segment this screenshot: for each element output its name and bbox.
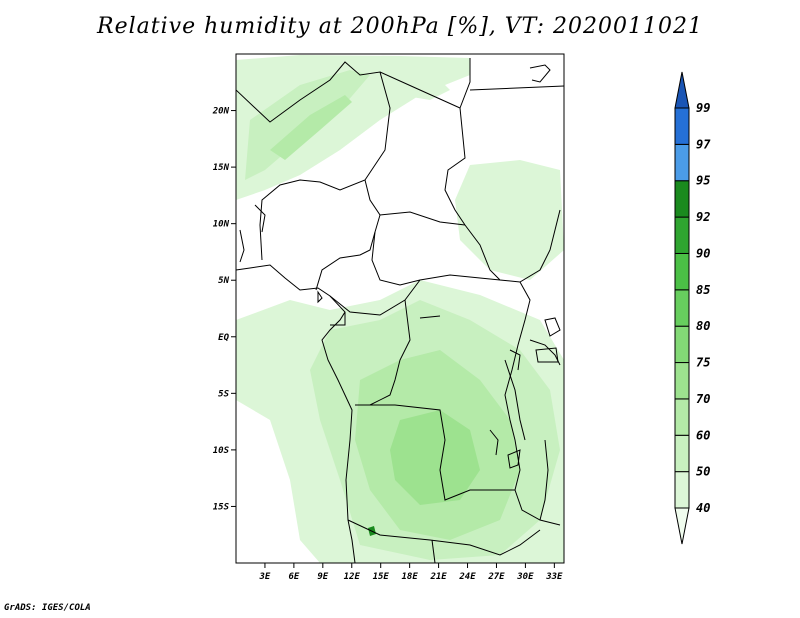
lat-tick-label: EQ	[218, 333, 229, 343]
lat-tick-label: 5N	[218, 276, 229, 286]
colorbar-box	[674, 180, 690, 218]
colorbar-box	[674, 398, 690, 436]
colorbar-box	[674, 216, 690, 254]
lon-tick-label: 9E	[317, 572, 328, 582]
humidity-field	[236, 55, 564, 563]
lon-tick-label: 12E	[344, 572, 361, 582]
lon-tick-label: 21E	[429, 572, 447, 582]
colorbar-box	[674, 143, 690, 182]
lon-tick-label: 24E	[458, 572, 476, 582]
colorbar-label: 95	[696, 174, 710, 188]
colorbar-label: 99	[696, 101, 710, 115]
colorbar-label: 90	[696, 246, 710, 260]
lon-tick-label: 3E	[259, 572, 271, 582]
colorbar: 40 50 60 70 75 80 85 90 92 95 97 99	[674, 71, 711, 545]
longitude-axis: 3E 6E 9E 12E 15E 18E 21E 24E 27E 30E 33E	[259, 563, 563, 582]
lon-tick-label: 33E	[545, 572, 563, 582]
lat-tick-label: 15S	[213, 502, 230, 512]
country-borders	[236, 58, 564, 563]
lat-tick-label: 5S	[218, 389, 229, 399]
colorbar-box	[674, 471, 690, 509]
lon-tick-label: 30E	[516, 572, 534, 582]
colorbar-box	[674, 325, 690, 364]
colorbar-upper-extension	[674, 71, 690, 109]
lat-tick-label: 10S	[213, 446, 230, 456]
map-frame	[235, 53, 565, 564]
map-title: Relative humidity at 200hPa [%], VT: 202…	[97, 14, 703, 39]
colorbar-label: 50	[696, 465, 710, 479]
lon-tick-label: 6E	[288, 572, 299, 582]
colorbar-box	[674, 289, 690, 327]
lat-tick-label: 15N	[213, 163, 230, 173]
latitude-axis: 20N 15N 10N 5N EQ 5S 10S 15S	[212, 107, 236, 512]
colorbar-label: 60	[696, 428, 710, 442]
lon-tick-label: 18E	[402, 572, 419, 582]
colorbar-box	[674, 107, 690, 145]
colorbar-box	[674, 362, 690, 400]
colorbar-label: 85	[696, 283, 710, 297]
colorbar-label: 75	[696, 356, 710, 370]
lon-tick-label: 15E	[373, 572, 390, 582]
colorbar-box	[674, 252, 690, 291]
colorbar-lower-extension	[674, 507, 690, 545]
colorbar-label: 80	[696, 319, 710, 333]
lat-tick-label: 20N	[212, 107, 230, 117]
colorbar-label: 92	[696, 210, 710, 224]
lon-tick-label: 27E	[487, 572, 505, 582]
colorbar-label: 97	[696, 137, 711, 151]
colorbar-label: 70	[696, 392, 710, 406]
colorbar-label: 40	[696, 501, 710, 515]
lat-tick-label: 10N	[213, 220, 230, 230]
colorbar-box	[674, 434, 690, 473]
grads-credit: GrADS: IGES/COLA	[4, 603, 91, 613]
